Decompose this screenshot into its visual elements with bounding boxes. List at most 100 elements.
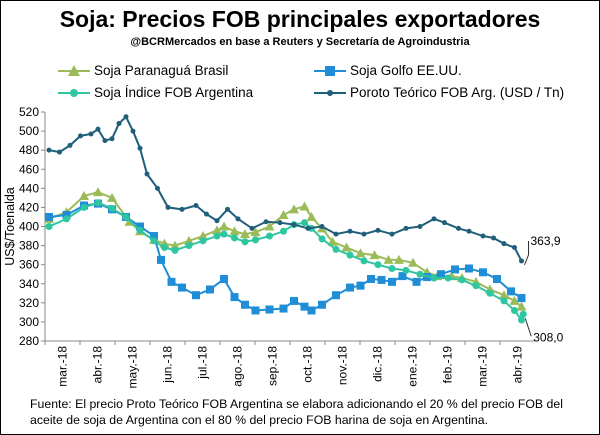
data-point xyxy=(518,316,525,324)
x-tick-label: may.-18 xyxy=(126,346,140,389)
data-point xyxy=(122,213,130,221)
data-point xyxy=(472,282,480,290)
data-point xyxy=(516,301,527,311)
data-point xyxy=(512,244,517,250)
chart-series xyxy=(44,114,527,324)
data-point xyxy=(305,225,311,231)
data-point xyxy=(333,231,339,237)
legend-marker-triangle-icon xyxy=(58,65,90,76)
data-point xyxy=(466,228,472,234)
data-point xyxy=(107,192,117,202)
data-point xyxy=(198,231,208,241)
data-point xyxy=(300,302,309,311)
data-point xyxy=(252,236,259,244)
data-point xyxy=(230,293,239,302)
data-point xyxy=(318,235,326,243)
data-point xyxy=(67,142,73,148)
y-tick-label: 480 xyxy=(19,143,39,157)
data-point xyxy=(327,236,338,246)
data-point xyxy=(444,274,452,282)
data-point xyxy=(374,261,382,269)
x-tick-label: jun.-18 xyxy=(161,346,175,384)
x-tick-label: mar.-19 xyxy=(476,346,490,387)
data-point xyxy=(155,185,160,191)
data-point xyxy=(402,266,410,274)
annotation-poroto-value: 363,9 xyxy=(531,234,561,248)
data-point xyxy=(277,220,283,226)
data-point xyxy=(220,274,228,283)
data-point xyxy=(171,246,179,254)
data-point xyxy=(456,225,461,231)
data-point xyxy=(264,221,275,231)
data-point xyxy=(212,225,222,235)
data-point xyxy=(63,215,70,223)
data-point xyxy=(157,255,165,264)
data-point xyxy=(355,248,366,258)
legend-label-poroto: Poroto Teórico FOB Arg. (USD / Tn) xyxy=(350,85,565,100)
data-point xyxy=(94,199,102,207)
data-point xyxy=(150,232,158,241)
legend-label-golfo: Soja Golfo EE.UU. xyxy=(350,63,462,78)
data-point xyxy=(93,187,103,197)
data-point xyxy=(332,245,340,253)
data-point xyxy=(451,265,459,274)
series-line xyxy=(48,202,523,312)
data-point xyxy=(170,240,180,250)
data-point xyxy=(499,290,509,300)
data-point xyxy=(123,114,129,120)
data-point xyxy=(220,230,228,238)
data-point xyxy=(102,138,108,144)
data-point xyxy=(165,204,171,210)
data-point xyxy=(136,226,144,234)
data-point xyxy=(278,210,289,220)
data-point xyxy=(509,295,520,305)
data-point xyxy=(375,227,381,233)
data-point xyxy=(62,211,71,220)
data-point xyxy=(289,204,299,214)
data-point xyxy=(442,220,447,226)
data-point xyxy=(225,206,230,212)
data-point xyxy=(178,283,186,292)
chart-annotations: 363,9 308,0 xyxy=(524,234,564,344)
data-point xyxy=(199,237,207,245)
data-point xyxy=(383,254,394,264)
data-point xyxy=(480,233,486,239)
data-point xyxy=(291,222,297,228)
legend-label-paranagua: Soja Paranaguá Brasil xyxy=(94,63,229,78)
data-point xyxy=(167,277,176,286)
data-point xyxy=(388,264,396,272)
y-tick-label: 440 xyxy=(19,181,39,195)
chart-axes: 280 300 320 340 360 380 400 420 440 460 480 500 520 U… xyxy=(3,105,535,388)
data-point xyxy=(136,222,144,231)
series-line xyxy=(48,201,525,323)
data-point xyxy=(204,211,209,217)
data-point xyxy=(241,238,249,246)
series-line xyxy=(48,191,523,308)
data-point xyxy=(416,270,424,278)
data-point xyxy=(398,272,407,281)
x-tick-label: jul.-18 xyxy=(196,346,210,380)
data-point xyxy=(479,268,487,277)
x-tick-label: abr.-19 xyxy=(511,346,525,384)
data-point xyxy=(307,306,316,315)
data-point xyxy=(249,225,255,231)
chart-title: Soja: Precios FOB principales exportador… xyxy=(59,6,541,32)
data-point xyxy=(250,227,261,237)
x-tick-label: mar.-18 xyxy=(56,346,70,387)
annotation-leader-argentina xyxy=(524,318,532,337)
data-point xyxy=(437,270,445,279)
y-tick-label: 300 xyxy=(19,315,39,329)
data-point xyxy=(241,300,249,309)
y-tick-label: 320 xyxy=(19,296,39,310)
data-point xyxy=(346,283,354,292)
x-tick-label: ago.-18 xyxy=(231,346,245,387)
data-point xyxy=(367,274,375,283)
chart-plot: 280 300 320 340 360 380 400 420 440 460 480 500 520 U… xyxy=(3,105,564,388)
data-point xyxy=(144,171,150,177)
data-point xyxy=(430,274,438,282)
data-point xyxy=(290,296,298,305)
data-point xyxy=(507,287,515,296)
data-point xyxy=(280,227,287,235)
y-tick-label: 280 xyxy=(19,334,39,348)
legend-marker-square-icon xyxy=(314,66,346,76)
